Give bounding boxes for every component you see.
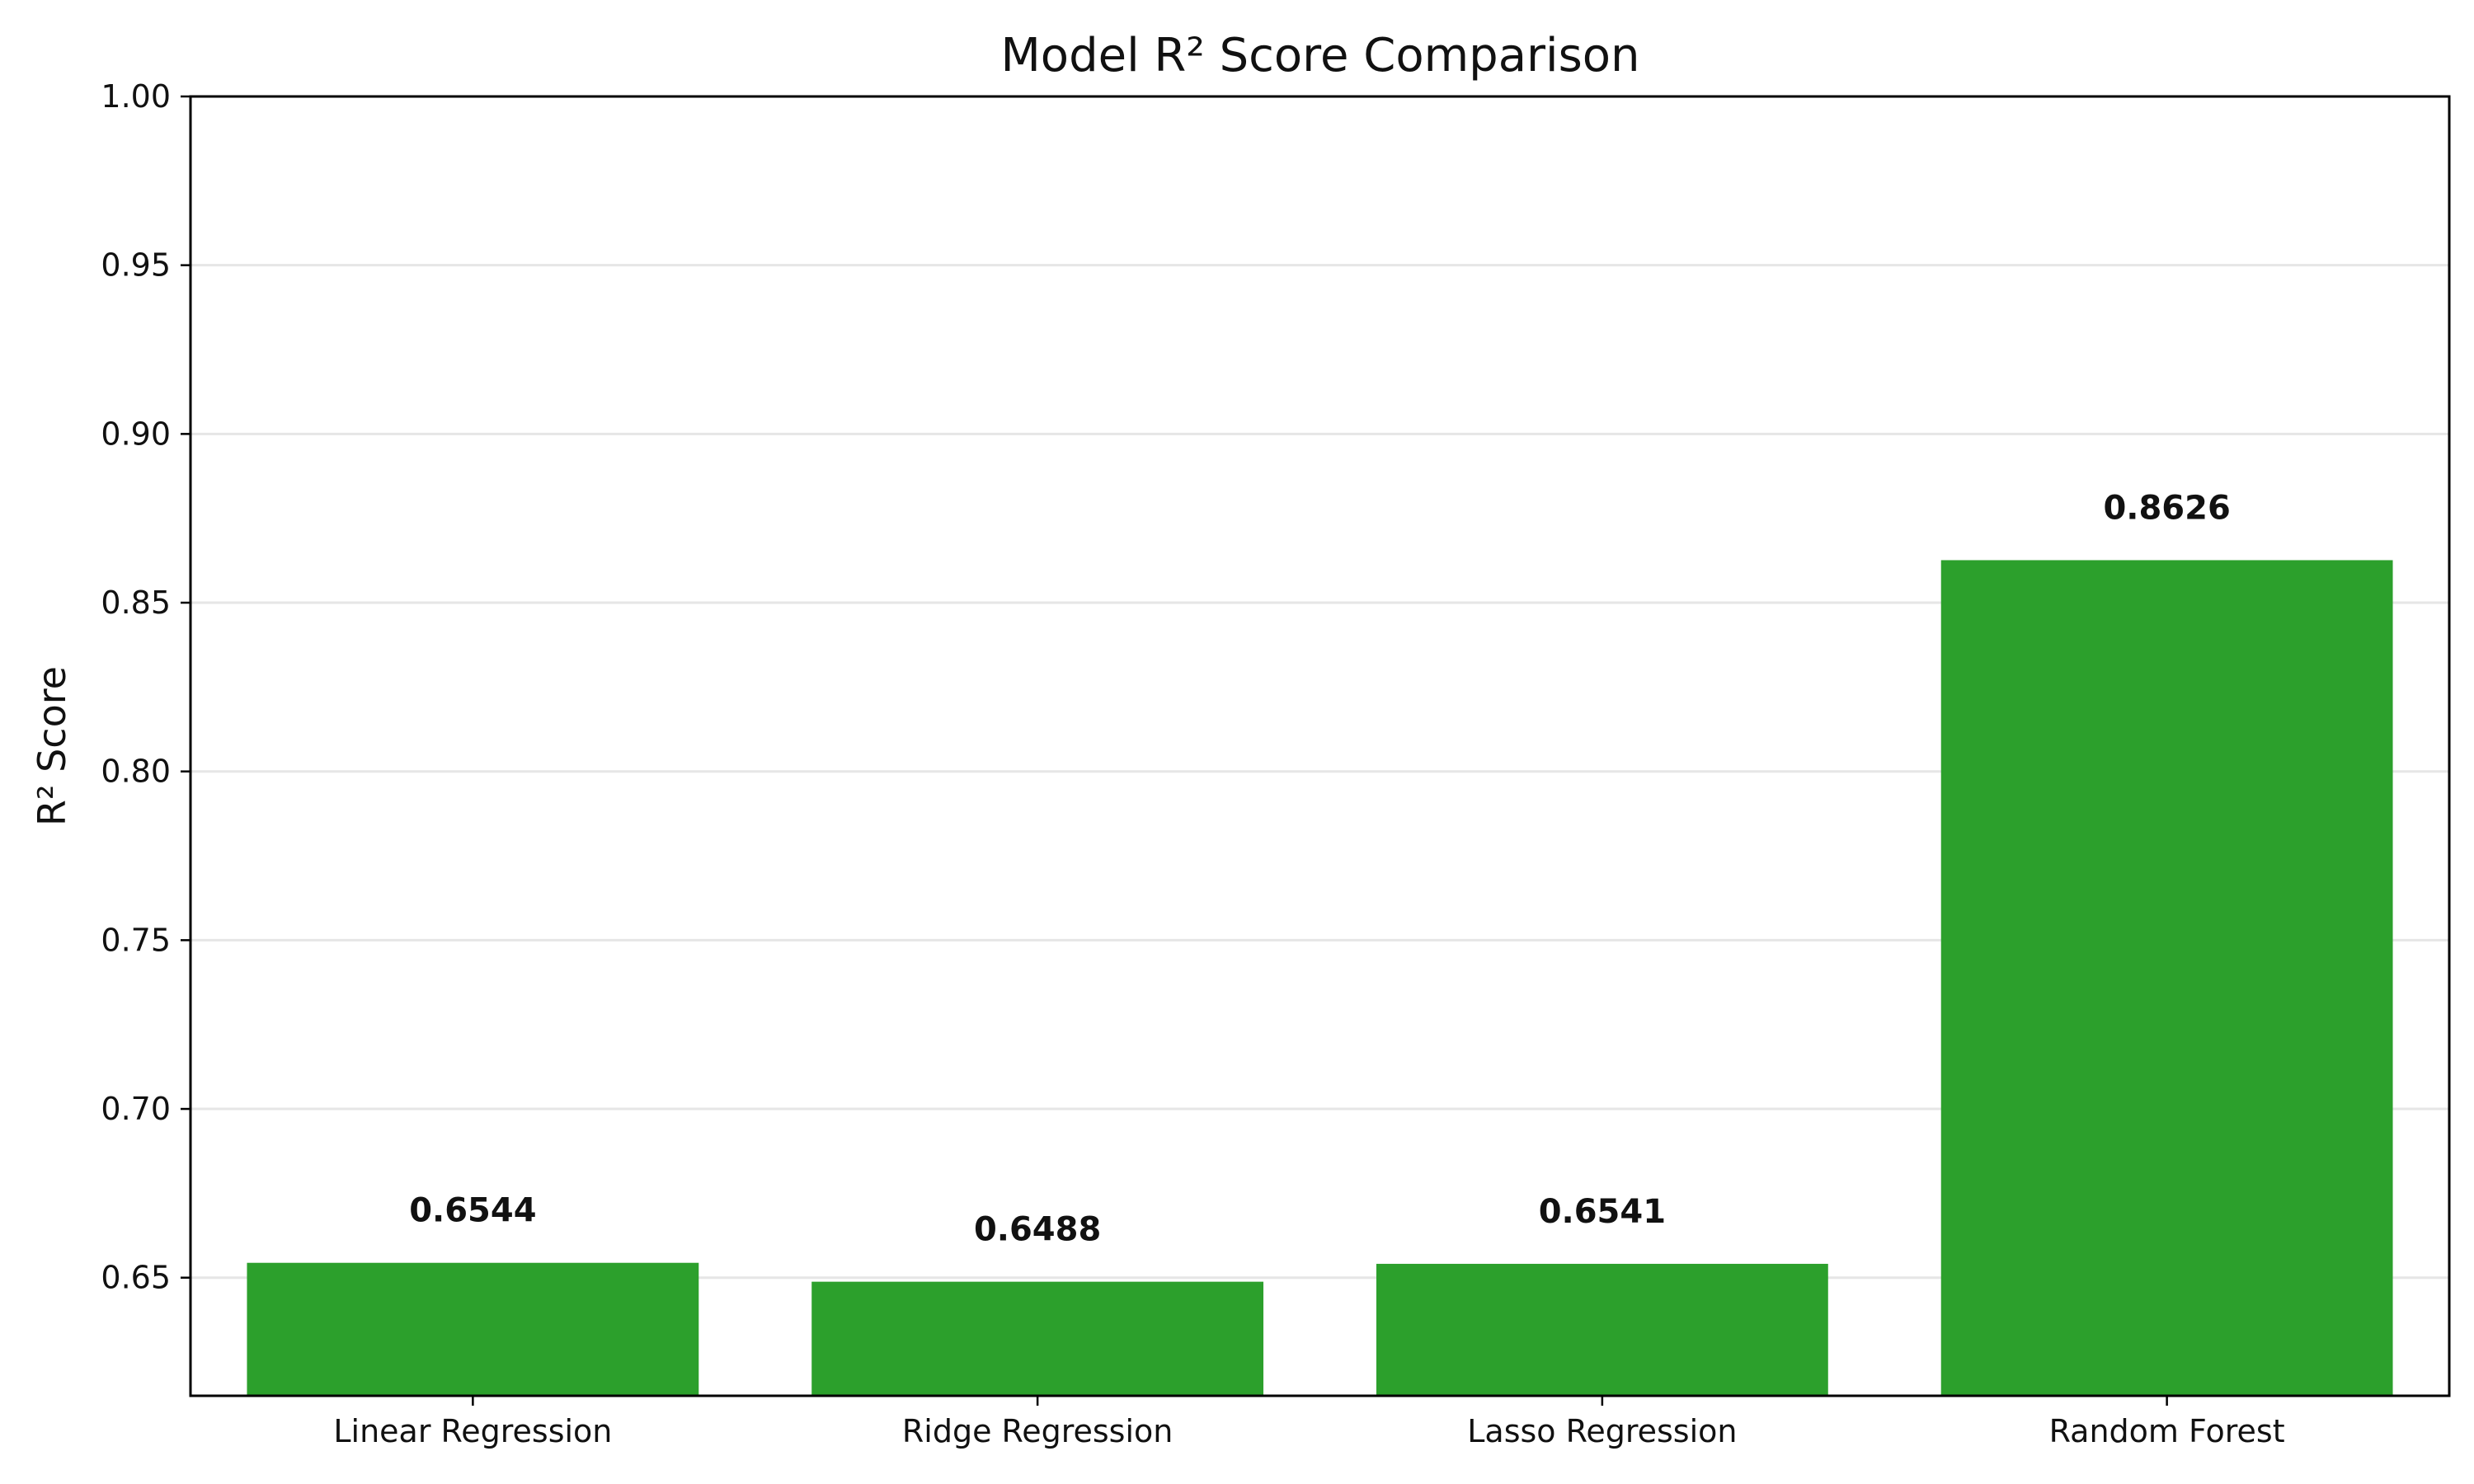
y-tick-label: 0.95 [101,247,171,284]
x-tick-label: Ridge Regression [902,1413,1174,1449]
y-tick-label: 0.80 [101,754,171,790]
y-tick-label: 0.65 [101,1260,171,1296]
value-labels-layer: 0.6544 0.6488 0.6541 0.8626 [409,489,2231,1248]
y-tick-label: 0.90 [101,416,171,452]
x-tick-label: Lasso Regression [1467,1413,1737,1449]
chart-title: Model R² Score Comparison [1000,29,1639,82]
bar-value-label: 0.6541 [1539,1193,1666,1231]
bar [1376,1263,1828,1396]
bars-layer [247,560,2393,1396]
bar-value-label: 0.8626 [2103,489,2230,527]
y-ticks-layer: 0.65 0.70 0.75 0.80 0.85 0.90 0.95 1.00 [101,78,190,1296]
bar [247,1262,699,1396]
grid-layer [190,95,2449,1280]
bar-value-label: 0.6488 [974,1211,1101,1249]
x-tick-label: Linear Regression [333,1413,612,1449]
y-tick-label: 0.70 [101,1091,171,1127]
y-tick-label: 1.00 [101,78,171,115]
bar [811,1281,1264,1396]
y-tick-label: 0.85 [101,585,171,621]
x-tick-label: Random Forest [2049,1413,2285,1449]
plot-frame [189,95,2451,1397]
y-axis-label: R² Score [30,666,74,826]
x-ticks-layer: Linear Regression Ridge Regression Lasso R… [333,1396,2285,1449]
bar-value-label: 0.6544 [409,1192,536,1230]
bar [1940,560,2393,1396]
y-tick-label: 0.75 [101,922,171,958]
